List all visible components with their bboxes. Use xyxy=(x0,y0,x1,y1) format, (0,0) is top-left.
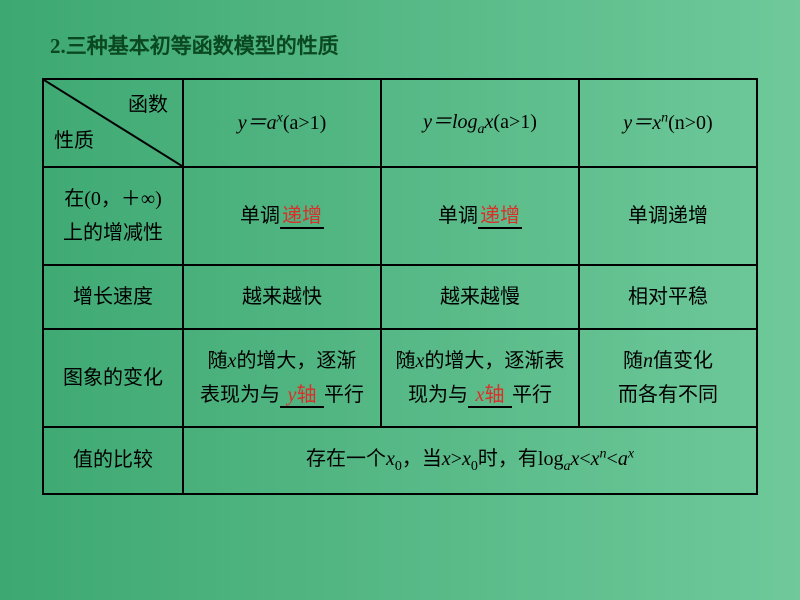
col-header-pow: y＝xn(n>0) xyxy=(579,79,757,167)
cell-log-speed: 越来越慢 xyxy=(381,265,579,329)
col-header-log: y＝logax(a>1) xyxy=(381,79,579,167)
row-label-monotone: 在(0，＋∞)上的增减性 xyxy=(43,167,183,265)
properties-table: 函数 性质 y＝ax(a>1) y＝logax(a>1) y＝xn(n>0) 在… xyxy=(42,78,758,495)
diag-bot-label: 性质 xyxy=(54,124,94,158)
col-header-exp: y＝ax(a>1) xyxy=(183,79,381,167)
table-row: 增长速度 越来越快 越来越慢 相对平稳 xyxy=(43,265,757,329)
section-title: 2.三种基本初等函数模型的性质 xyxy=(50,30,758,60)
cell-exp-monotone: 单调递增 xyxy=(183,167,381,265)
cell-log-monotone: 单调递增 xyxy=(381,167,579,265)
cell-exp-graph: 随x的增大，逐渐 表现为与y轴平行 xyxy=(183,329,381,427)
table-row: 值的比较 存在一个x0，当x>x0时，有logax<xn<ax xyxy=(43,427,757,494)
cell-pow-speed: 相对平稳 xyxy=(579,265,757,329)
table-row: 图象的变化 随x的增大，逐渐 表现为与y轴平行 随x的增大，逐渐表 现为与x轴平… xyxy=(43,329,757,427)
cell-log-graph: 随x的增大，逐渐表 现为与x轴平行 xyxy=(381,329,579,427)
row-label-graph: 图象的变化 xyxy=(43,329,183,427)
table-row: 在(0，＋∞)上的增减性 单调递增 单调递增 单调递增 xyxy=(43,167,757,265)
table-header-row: 函数 性质 y＝ax(a>1) y＝logax(a>1) y＝xn(n>0) xyxy=(43,79,757,167)
cell-exp-speed: 越来越快 xyxy=(183,265,381,329)
row-label-compare: 值的比较 xyxy=(43,427,183,494)
cell-pow-graph: 随n值变化 而各有不同 xyxy=(579,329,757,427)
diagonal-header-cell: 函数 性质 xyxy=(43,79,183,167)
cell-compare: 存在一个x0，当x>x0时，有logax<xn<ax xyxy=(183,427,757,494)
cell-pow-monotone: 单调递增 xyxy=(579,167,757,265)
diag-top-label: 函数 xyxy=(128,88,168,122)
row-label-speed: 增长速度 xyxy=(43,265,183,329)
